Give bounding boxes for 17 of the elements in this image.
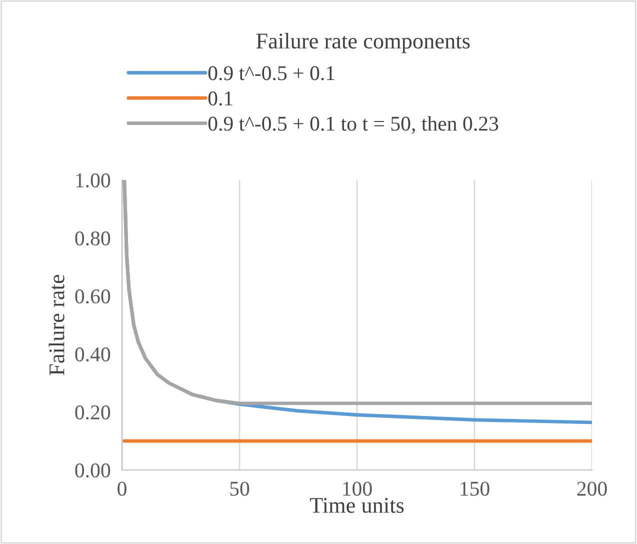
y-tick-label: 1.00 <box>76 173 110 188</box>
y-axis-title: Failure rate <box>48 274 64 376</box>
y-tick-label: 0.80 <box>75 231 110 246</box>
y-tick-label: 0.60 <box>75 289 110 304</box>
legend-label: 0.1 <box>208 91 232 106</box>
legend-label: 0.9 t^-0.5 + 0.1 to t = 50, then 0.23 <box>208 116 498 134</box>
x-tick-label: 50 <box>230 482 250 496</box>
x-axis-title: Time units <box>310 498 404 513</box>
y-tick-label: 0.20 <box>75 405 110 420</box>
y-tick-label: 0.40 <box>75 347 110 362</box>
legend-label: 0.9 t^-0.5 + 0.1 <box>208 66 334 80</box>
x-tick-label: 0 <box>118 482 126 496</box>
x-tick-label: 150 <box>460 482 490 496</box>
chart-title: Failure rate components <box>256 32 470 54</box>
x-tick-label: 100 <box>343 482 372 496</box>
y-tick-label: 0.00 <box>75 463 110 478</box>
x-tick-label: 200 <box>577 482 607 496</box>
